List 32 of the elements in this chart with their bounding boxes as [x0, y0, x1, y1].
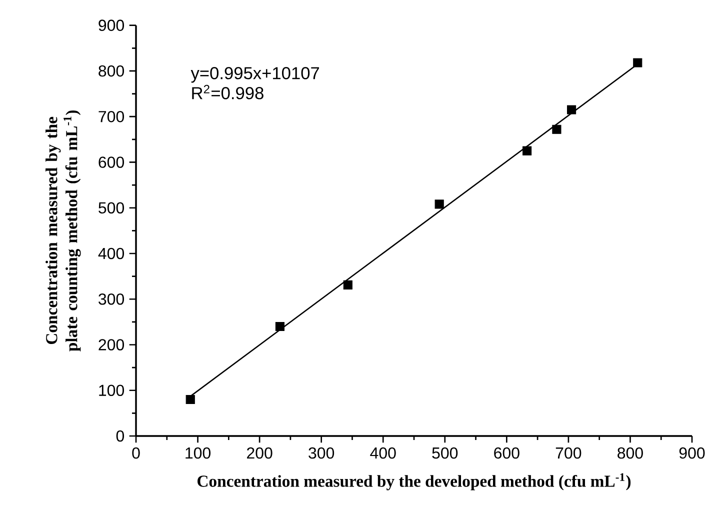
point: [566, 105, 576, 114]
point: [522, 146, 532, 156]
point: [186, 395, 195, 404]
y-tick-label: 200: [98, 339, 124, 351]
y-tick-label: 800: [98, 65, 124, 77]
x-tick-label: 300: [308, 448, 334, 459]
point: [343, 280, 352, 290]
y-tick-label: 500: [98, 202, 124, 214]
x-tick-label: 900: [679, 448, 705, 459]
y-tick-label: 300: [98, 294, 124, 305]
x-tick-label: 400: [370, 448, 396, 459]
x-tick-label: 700: [556, 448, 582, 459]
point: [275, 322, 284, 332]
y-tick-label: 900: [98, 20, 124, 32]
y-tick-label: 700: [98, 111, 124, 122]
x-tick-label: 200: [247, 448, 272, 459]
annotation: R$^{2}$=0.998: [192, 85, 264, 100]
point: [552, 125, 562, 134]
x-axis-title: Concentration measured by the developed method (cfu mL$^{-1}$): [198, 473, 631, 490]
x-tick-label: 600: [494, 448, 520, 459]
x-tick-label: 0: [132, 448, 140, 459]
annotation: y=0.995x+10107: [190, 67, 320, 83]
y-tick-label: 100: [99, 384, 124, 396]
point: [434, 200, 444, 209]
y-axis-title: Concentration measured by the plate counting method (cfu mL$^{-1}$): [46, 110, 81, 352]
y-tick-label: 600: [98, 156, 124, 168]
point: [633, 58, 642, 68]
x-tick-label: 800: [618, 448, 643, 459]
y-tick-label: 400: [98, 248, 124, 260]
x-tick-label: 100: [186, 448, 211, 459]
x-tick-label: 500: [432, 448, 458, 459]
y-tick-label: 0: [116, 430, 124, 442]
